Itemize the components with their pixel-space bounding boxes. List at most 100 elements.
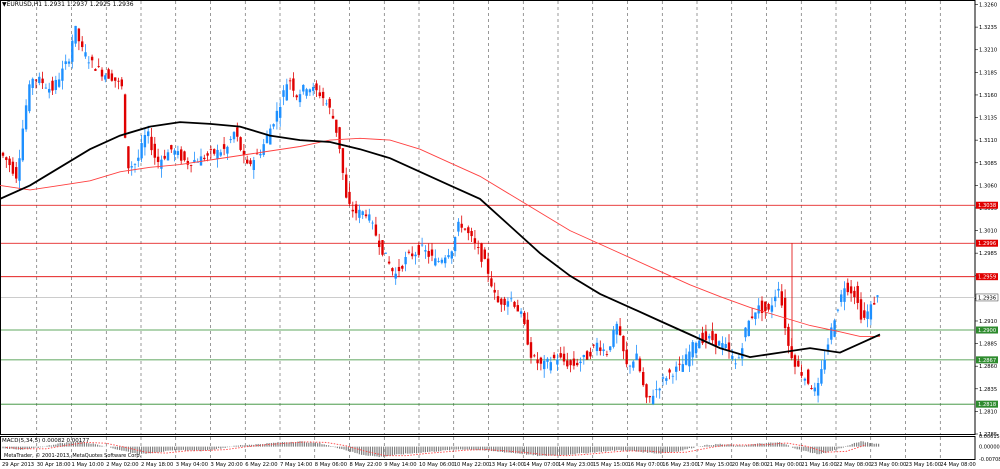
candle-body bbox=[28, 84, 31, 112]
price-tick-label: 1.3235 bbox=[979, 25, 997, 31]
candle-body bbox=[298, 94, 302, 103]
candle-body bbox=[760, 300, 764, 313]
candle-body bbox=[170, 145, 173, 150]
candle-body bbox=[114, 77, 117, 81]
candle-body bbox=[31, 78, 34, 88]
candle-body bbox=[655, 389, 658, 391]
candle-body bbox=[11, 161, 15, 174]
candle-body bbox=[255, 153, 259, 155]
main-panel-frame bbox=[0, 0, 976, 435]
candle-body bbox=[305, 89, 308, 96]
candle-body bbox=[450, 251, 453, 259]
candle-body bbox=[645, 384, 648, 398]
candle-body bbox=[51, 80, 54, 91]
time-tick-label: 3 May 20:00 bbox=[211, 462, 243, 468]
time-tick-label: 17 May 15:00 bbox=[697, 462, 733, 468]
candle-body bbox=[810, 387, 813, 390]
candle-body bbox=[176, 151, 180, 155]
candle-body bbox=[754, 312, 757, 320]
candle-body bbox=[71, 40, 74, 62]
candle-body bbox=[493, 289, 496, 293]
level-price-tag bbox=[975, 293, 999, 302]
candle-body bbox=[529, 342, 533, 358]
level-price-label: 1.2959 bbox=[978, 275, 996, 281]
candle-body bbox=[325, 103, 328, 105]
price-tick-label: 1.2860 bbox=[979, 364, 997, 370]
time-tick-label: 8 May 22:00 bbox=[350, 462, 382, 468]
candle-body bbox=[1, 152, 5, 156]
candle-body bbox=[160, 159, 163, 169]
macd-tick-label: 0.00615 bbox=[979, 434, 1000, 440]
price-tick-label: 1.2785 bbox=[979, 432, 997, 438]
candle-body bbox=[368, 214, 371, 221]
price-tick-label: 1.3260 bbox=[979, 3, 997, 9]
candle-body bbox=[467, 227, 470, 234]
level-price-label: 1.2900 bbox=[978, 328, 996, 334]
candle-body bbox=[496, 296, 500, 303]
candle-body bbox=[797, 360, 800, 367]
candle-body bbox=[345, 174, 348, 198]
candle-body bbox=[354, 204, 358, 214]
candle-body bbox=[856, 285, 859, 303]
candle-body bbox=[642, 371, 645, 386]
candle-body bbox=[678, 363, 681, 365]
time-tick-label: 16 May 23:00 bbox=[662, 462, 698, 468]
candle-body bbox=[84, 52, 87, 57]
candle-body bbox=[764, 301, 767, 312]
candle-body bbox=[87, 62, 90, 64]
candle-body bbox=[734, 363, 737, 365]
candle-body bbox=[404, 257, 407, 265]
time-tick-label: 29 Apr 2013 bbox=[2, 462, 34, 468]
candle-body bbox=[387, 261, 391, 264]
candle-body bbox=[213, 149, 216, 154]
time-tick-label: 10 May 06:00 bbox=[419, 462, 455, 468]
level-price-tag bbox=[976, 273, 998, 281]
candle-body bbox=[605, 354, 609, 355]
macd-tick-label: 0.00000 bbox=[979, 445, 1000, 451]
candle-body bbox=[721, 343, 724, 349]
candle-body bbox=[840, 294, 843, 302]
candle-body bbox=[708, 335, 711, 339]
candle-body bbox=[427, 250, 430, 257]
candle-body bbox=[394, 273, 397, 279]
candle-body bbox=[463, 228, 467, 230]
price-tick-label: 1.3185 bbox=[979, 70, 997, 76]
candle-body bbox=[460, 223, 463, 228]
candle-body bbox=[351, 209, 354, 212]
candle-body bbox=[222, 144, 226, 149]
candle-body bbox=[579, 361, 582, 364]
candle-body bbox=[859, 299, 863, 320]
candle-body bbox=[628, 365, 632, 367]
candle-body bbox=[321, 91, 325, 99]
candle-body bbox=[615, 323, 618, 335]
price-tick-label: 1.3010 bbox=[979, 229, 997, 235]
candle-body bbox=[219, 152, 222, 156]
candle-body bbox=[338, 127, 341, 149]
candle-body bbox=[477, 247, 480, 248]
candle-body bbox=[741, 348, 744, 359]
candle-body bbox=[44, 87, 48, 89]
candle-body bbox=[381, 240, 384, 255]
candle-body bbox=[770, 305, 774, 312]
candle-body bbox=[744, 327, 747, 338]
indicator-header: MACD(5,34,5) 0.00082 0.00177 bbox=[2, 438, 90, 444]
candle-body bbox=[816, 383, 820, 396]
candle-body bbox=[90, 56, 94, 61]
candle-body bbox=[361, 211, 364, 216]
candle-body bbox=[236, 127, 239, 137]
candle-body bbox=[473, 238, 477, 244]
candle-body bbox=[104, 75, 107, 80]
candle-body bbox=[206, 153, 209, 156]
candle-body bbox=[5, 157, 8, 160]
level-price-label: 1.2818 bbox=[978, 402, 996, 408]
price-tick-label: 1.3135 bbox=[979, 116, 997, 122]
candle-body bbox=[826, 344, 830, 350]
candle-body bbox=[592, 344, 595, 346]
candle-body bbox=[364, 214, 368, 217]
candle-body bbox=[140, 143, 143, 159]
candle-body bbox=[787, 326, 790, 346]
candle-body bbox=[391, 268, 394, 272]
candle-body bbox=[595, 342, 599, 352]
